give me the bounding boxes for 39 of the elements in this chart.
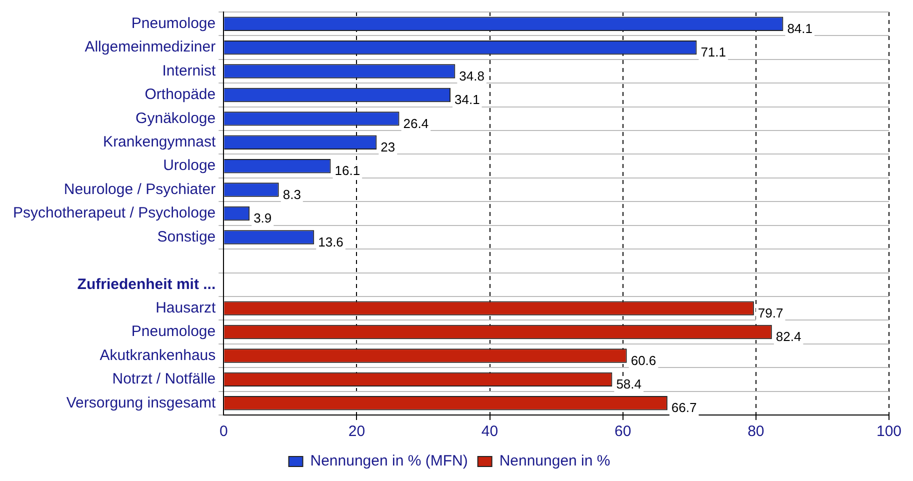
data-label: 34.8 bbox=[459, 68, 484, 84]
data-label: 66.7 bbox=[671, 400, 697, 416]
y-tick-label: Urologe bbox=[163, 157, 216, 174]
y-tick-label: Gynäkologe bbox=[136, 110, 216, 127]
y-tick-label: Akutkrankenhaus bbox=[100, 346, 216, 364]
y-tick-label: Pneumologe bbox=[131, 323, 216, 340]
x-tick-label: 20 bbox=[348, 423, 366, 440]
x-tick-label: 80 bbox=[748, 423, 764, 440]
x-tick-label: 60 bbox=[614, 423, 632, 440]
data-label: 71.1 bbox=[700, 44, 726, 60]
data-label: 34.1 bbox=[454, 92, 480, 108]
y-tick-label: Internist bbox=[162, 62, 216, 80]
data-label: 82.4 bbox=[776, 329, 802, 344]
data-label: 79.7 bbox=[758, 305, 784, 320]
y-tick-label: Hausarzt bbox=[156, 299, 216, 316]
data-label: 60.6 bbox=[630, 352, 656, 368]
data-label: 84.1 bbox=[787, 20, 813, 36]
legend-label: Nennungen in % (MFN) bbox=[310, 452, 468, 470]
data-label: 23 bbox=[380, 139, 396, 154]
y-tick-label: Versorgung insgesamt bbox=[66, 394, 216, 412]
x-tick-label: 100 bbox=[876, 423, 902, 440]
y-tick-label: Orthopäde bbox=[144, 86, 216, 104]
y-tick-label: Notrzt / Notfälle bbox=[112, 370, 216, 388]
y-tick-label: Pneumologe bbox=[131, 14, 216, 32]
y-tick-label: Psychotherapeut / Psychologe bbox=[13, 204, 216, 222]
x-tick-label: 0 bbox=[219, 423, 228, 440]
y-tick-label: Allgemeinmediziner bbox=[84, 38, 216, 56]
data-label: 3.9 bbox=[254, 210, 272, 226]
data-label: 58.4 bbox=[616, 376, 642, 392]
y-tick-label: Neurologe / Psychiater bbox=[64, 180, 216, 198]
data-label: 26.4 bbox=[403, 116, 429, 131]
data-label: 16.1 bbox=[334, 163, 360, 178]
y-tick-label: Krankengymnast bbox=[103, 134, 216, 151]
data-label: 13.6 bbox=[318, 234, 344, 250]
x-tick-label: 40 bbox=[481, 423, 498, 440]
y-tick-label: Sonstige bbox=[157, 228, 216, 246]
data-label: 8.3 bbox=[282, 186, 301, 202]
y-tick-label: Zufriedenheit mit ... bbox=[77, 276, 216, 293]
legend-label: Nennungen in % bbox=[499, 452, 610, 470]
